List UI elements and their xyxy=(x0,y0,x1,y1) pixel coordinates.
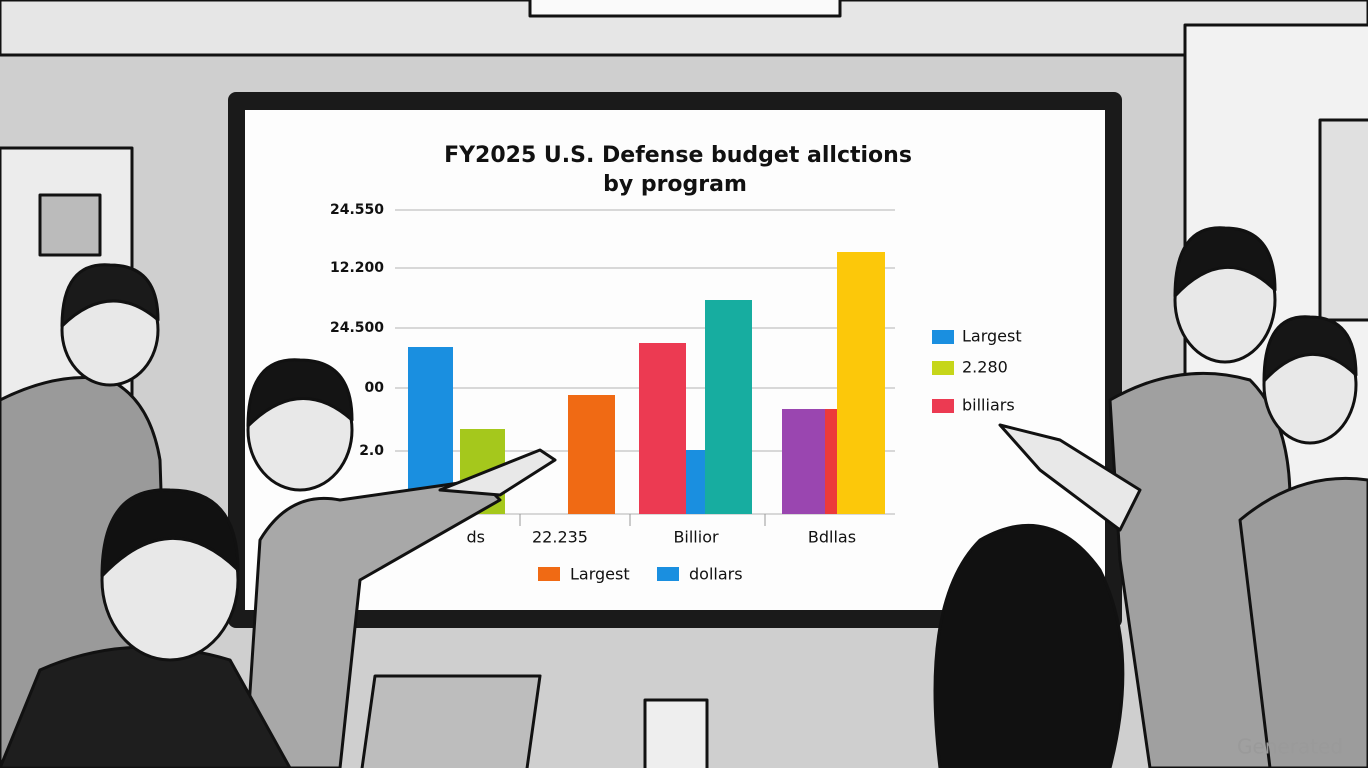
hair xyxy=(1262,315,1358,383)
legend-swatch xyxy=(657,567,679,581)
chart-title: FY2025 U.S. Defense budget allctions xyxy=(444,143,912,168)
bar xyxy=(639,343,686,514)
x-label: 22.235 xyxy=(532,528,588,547)
legend-label: billiars xyxy=(962,396,1015,415)
chart-title: by program xyxy=(603,172,747,197)
man-right-arm xyxy=(998,423,1142,532)
y-label: 24.550 xyxy=(330,202,384,218)
bar xyxy=(568,395,615,514)
x-label: Bdllas xyxy=(808,528,856,547)
bar xyxy=(705,300,752,514)
people xyxy=(0,226,1368,768)
y-label: 00 xyxy=(365,380,385,396)
cup xyxy=(643,698,709,768)
x-label: ds xyxy=(467,528,486,547)
bar xyxy=(837,252,885,514)
legend-label: dollars xyxy=(689,565,743,584)
x-label: Billior xyxy=(673,528,719,547)
woman-arm xyxy=(438,448,557,497)
bar xyxy=(782,409,825,514)
y-label: 2.0 xyxy=(359,443,384,459)
legend-label: Largest xyxy=(570,565,630,584)
bar xyxy=(686,450,705,514)
legend-swatch xyxy=(932,399,954,413)
legend-swatch xyxy=(538,567,560,581)
laptop xyxy=(359,674,542,768)
bar xyxy=(825,409,837,514)
y-label: 24.500 xyxy=(330,320,384,336)
hair xyxy=(100,488,240,578)
legend-label: 2.280 xyxy=(962,358,1008,377)
legend-swatch xyxy=(932,330,954,344)
woman-right-hair xyxy=(933,524,1125,768)
woman-body xyxy=(243,478,502,768)
wall-picture xyxy=(38,193,102,257)
watermark: Generated xyxy=(1237,735,1343,759)
window-poster xyxy=(1318,118,1368,322)
y-label: 12.200 xyxy=(330,260,384,276)
legend-swatch xyxy=(932,361,954,375)
hair xyxy=(60,263,160,328)
man-far-right-body xyxy=(1238,476,1368,768)
hair xyxy=(246,358,354,428)
legend-label: Largest xyxy=(962,327,1022,346)
hair xyxy=(1173,226,1277,298)
chart: 24.55012.20024.500002.00ds22.235BilliorB… xyxy=(330,202,1022,584)
ceiling-light xyxy=(528,0,842,18)
